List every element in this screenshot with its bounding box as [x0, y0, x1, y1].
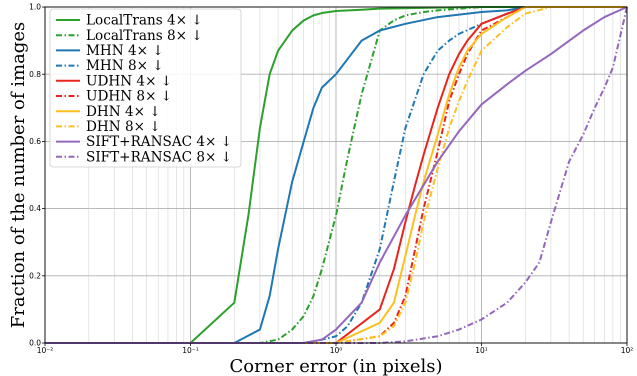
legend-label-4: UDHN 4× ↓ — [86, 73, 172, 89]
x-axis-label: Corner error (in pixels) — [229, 356, 442, 376]
x-tick-label: 10⁻² — [37, 346, 54, 355]
x-tick-label: 10⁰ — [330, 346, 343, 355]
legend-label-9: SIFT+RANSAC 8× ↓ — [86, 149, 232, 165]
series-line-1 — [45, 6, 627, 344]
y-tick-label: 0.6 — [29, 137, 41, 146]
y-tick-label: 0.0 — [29, 339, 41, 348]
y-tick-label: 0.4 — [29, 204, 41, 213]
x-tick-label: 10¹ — [475, 346, 488, 355]
series-layer — [45, 6, 628, 344]
series-line-2 — [45, 6, 627, 344]
legend-label-3: MHN 8× ↓ — [86, 58, 164, 74]
tick-labels: 10⁻² 10⁻¹ 10⁰ 10¹ 10² 0.0 0.2 0.4 0.6 0.8 1.0 — [29, 3, 633, 355]
legend-label-2: MHN 4× ↓ — [86, 43, 164, 59]
series-line-8 — [45, 6, 628, 344]
y-tick-label: 0.8 — [29, 70, 41, 79]
legend-label-1: LocalTrans 8× ↓ — [86, 28, 203, 44]
legend-label-5: UDHN 8× ↓ — [86, 89, 172, 105]
series-line-7 — [45, 6, 627, 344]
legend-label-8: SIFT+RANSAC 4× ↓ — [86, 134, 232, 150]
legend-box — [49, 8, 242, 168]
legend-label-7: DHN 8× ↓ — [86, 119, 161, 135]
legend: LocalTrans 4× ↓LocalTrans 8× ↓MHN 4× ↓MH… — [49, 8, 242, 168]
series-line-4 — [45, 6, 627, 344]
series-line-3 — [45, 6, 627, 344]
y-axis-label: Fraction of the number of images — [8, 22, 29, 328]
y-tick-label: 0.2 — [29, 271, 41, 280]
legend-label-6: DHN 4× ↓ — [86, 104, 161, 120]
series-line-9 — [45, 6, 628, 344]
y-tick-label: 1.0 — [29, 3, 41, 12]
x-tick-label: 10² — [621, 346, 634, 355]
series-line-6 — [45, 6, 627, 344]
x-tick-label: 10⁻¹ — [182, 346, 199, 355]
legend-label-0: LocalTrans 4× ↓ — [86, 13, 203, 29]
